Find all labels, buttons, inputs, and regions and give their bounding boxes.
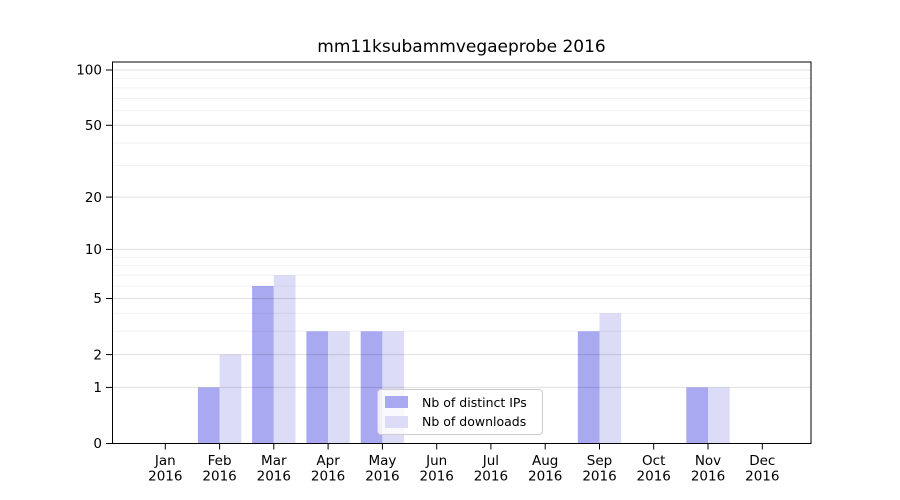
x-tick-label-month: Apr bbox=[316, 453, 340, 469]
y-tick-label: 10 bbox=[85, 242, 102, 258]
x-tick-label-year: 2016 bbox=[637, 469, 671, 485]
x-tick-label-month: Jul bbox=[482, 453, 499, 469]
legend-label-distinct-ips: Nb of distinct IPs bbox=[422, 394, 527, 410]
x-tick-label-month: Mar bbox=[261, 453, 287, 469]
x-tick-label-year: 2016 bbox=[745, 469, 779, 485]
bar-sep-distinct-ips bbox=[577, 331, 600, 444]
y-tick-label: 2 bbox=[93, 347, 102, 363]
x-tick-label-year: 2016 bbox=[311, 469, 345, 485]
bar-may-distinct-ips bbox=[360, 331, 383, 444]
legend-item-distinct-ips: Nb of distinct IPs bbox=[385, 393, 536, 411]
x-tick-label-month: Dec bbox=[749, 453, 775, 469]
x-tick-label-month: Jun bbox=[425, 453, 447, 469]
x-tick-label-month: May bbox=[368, 453, 396, 469]
bar-nov-downloads bbox=[708, 387, 730, 444]
y-tick-label: 5 bbox=[93, 291, 102, 307]
x-tick-label-year: 2016 bbox=[257, 469, 291, 485]
x-tick-label-year: 2016 bbox=[528, 469, 562, 485]
x-tick-label-year: 2016 bbox=[582, 469, 616, 485]
bar-mar-distinct-ips bbox=[252, 286, 274, 444]
bar-nov-distinct-ips bbox=[686, 387, 708, 444]
chart-title: mm11ksubammvegaeprobe 2016 bbox=[317, 37, 606, 57]
bar-feb-distinct-ips bbox=[197, 387, 220, 444]
y-tick-label: 50 bbox=[85, 118, 102, 134]
legend-label-downloads: Nb of downloads bbox=[422, 414, 527, 430]
y-tick-label: 0 bbox=[93, 436, 102, 452]
legend: Nb of distinct IPs Nb of downloads bbox=[377, 389, 543, 435]
x-tick-label-year: 2016 bbox=[202, 469, 236, 485]
x-tick-label-year: 2016 bbox=[474, 469, 508, 485]
legend-swatch-downloads bbox=[385, 415, 408, 428]
y-tick-label: 1 bbox=[93, 380, 102, 396]
x-tick-label-year: 2016 bbox=[148, 469, 182, 485]
bar-feb-downloads bbox=[219, 354, 242, 444]
x-tick-label-month: Sep bbox=[587, 453, 612, 469]
bar-mar-downloads bbox=[273, 275, 296, 444]
bar-sep-downloads bbox=[599, 313, 622, 444]
x-tick-label-month: Jan bbox=[154, 453, 176, 469]
legend-swatch-distinct-ips bbox=[385, 396, 408, 409]
x-tick-label-month: Oct bbox=[642, 453, 665, 469]
y-tick-label: 100 bbox=[76, 63, 102, 79]
x-tick-label-year: 2016 bbox=[420, 469, 454, 485]
x-tick-label-year: 2016 bbox=[691, 469, 725, 485]
x-tick-label-year: 2016 bbox=[365, 469, 399, 485]
legend-item-downloads: Nb of downloads bbox=[385, 413, 536, 431]
bar-apr-downloads bbox=[328, 331, 350, 444]
axes-spines bbox=[112, 61, 812, 444]
y-tick-label: 20 bbox=[85, 190, 102, 206]
x-tick-label-month: Feb bbox=[208, 453, 232, 469]
x-tick-label-month: Aug bbox=[532, 453, 558, 469]
bar-apr-distinct-ips bbox=[306, 331, 329, 444]
x-tick-label-month: Nov bbox=[695, 453, 721, 469]
